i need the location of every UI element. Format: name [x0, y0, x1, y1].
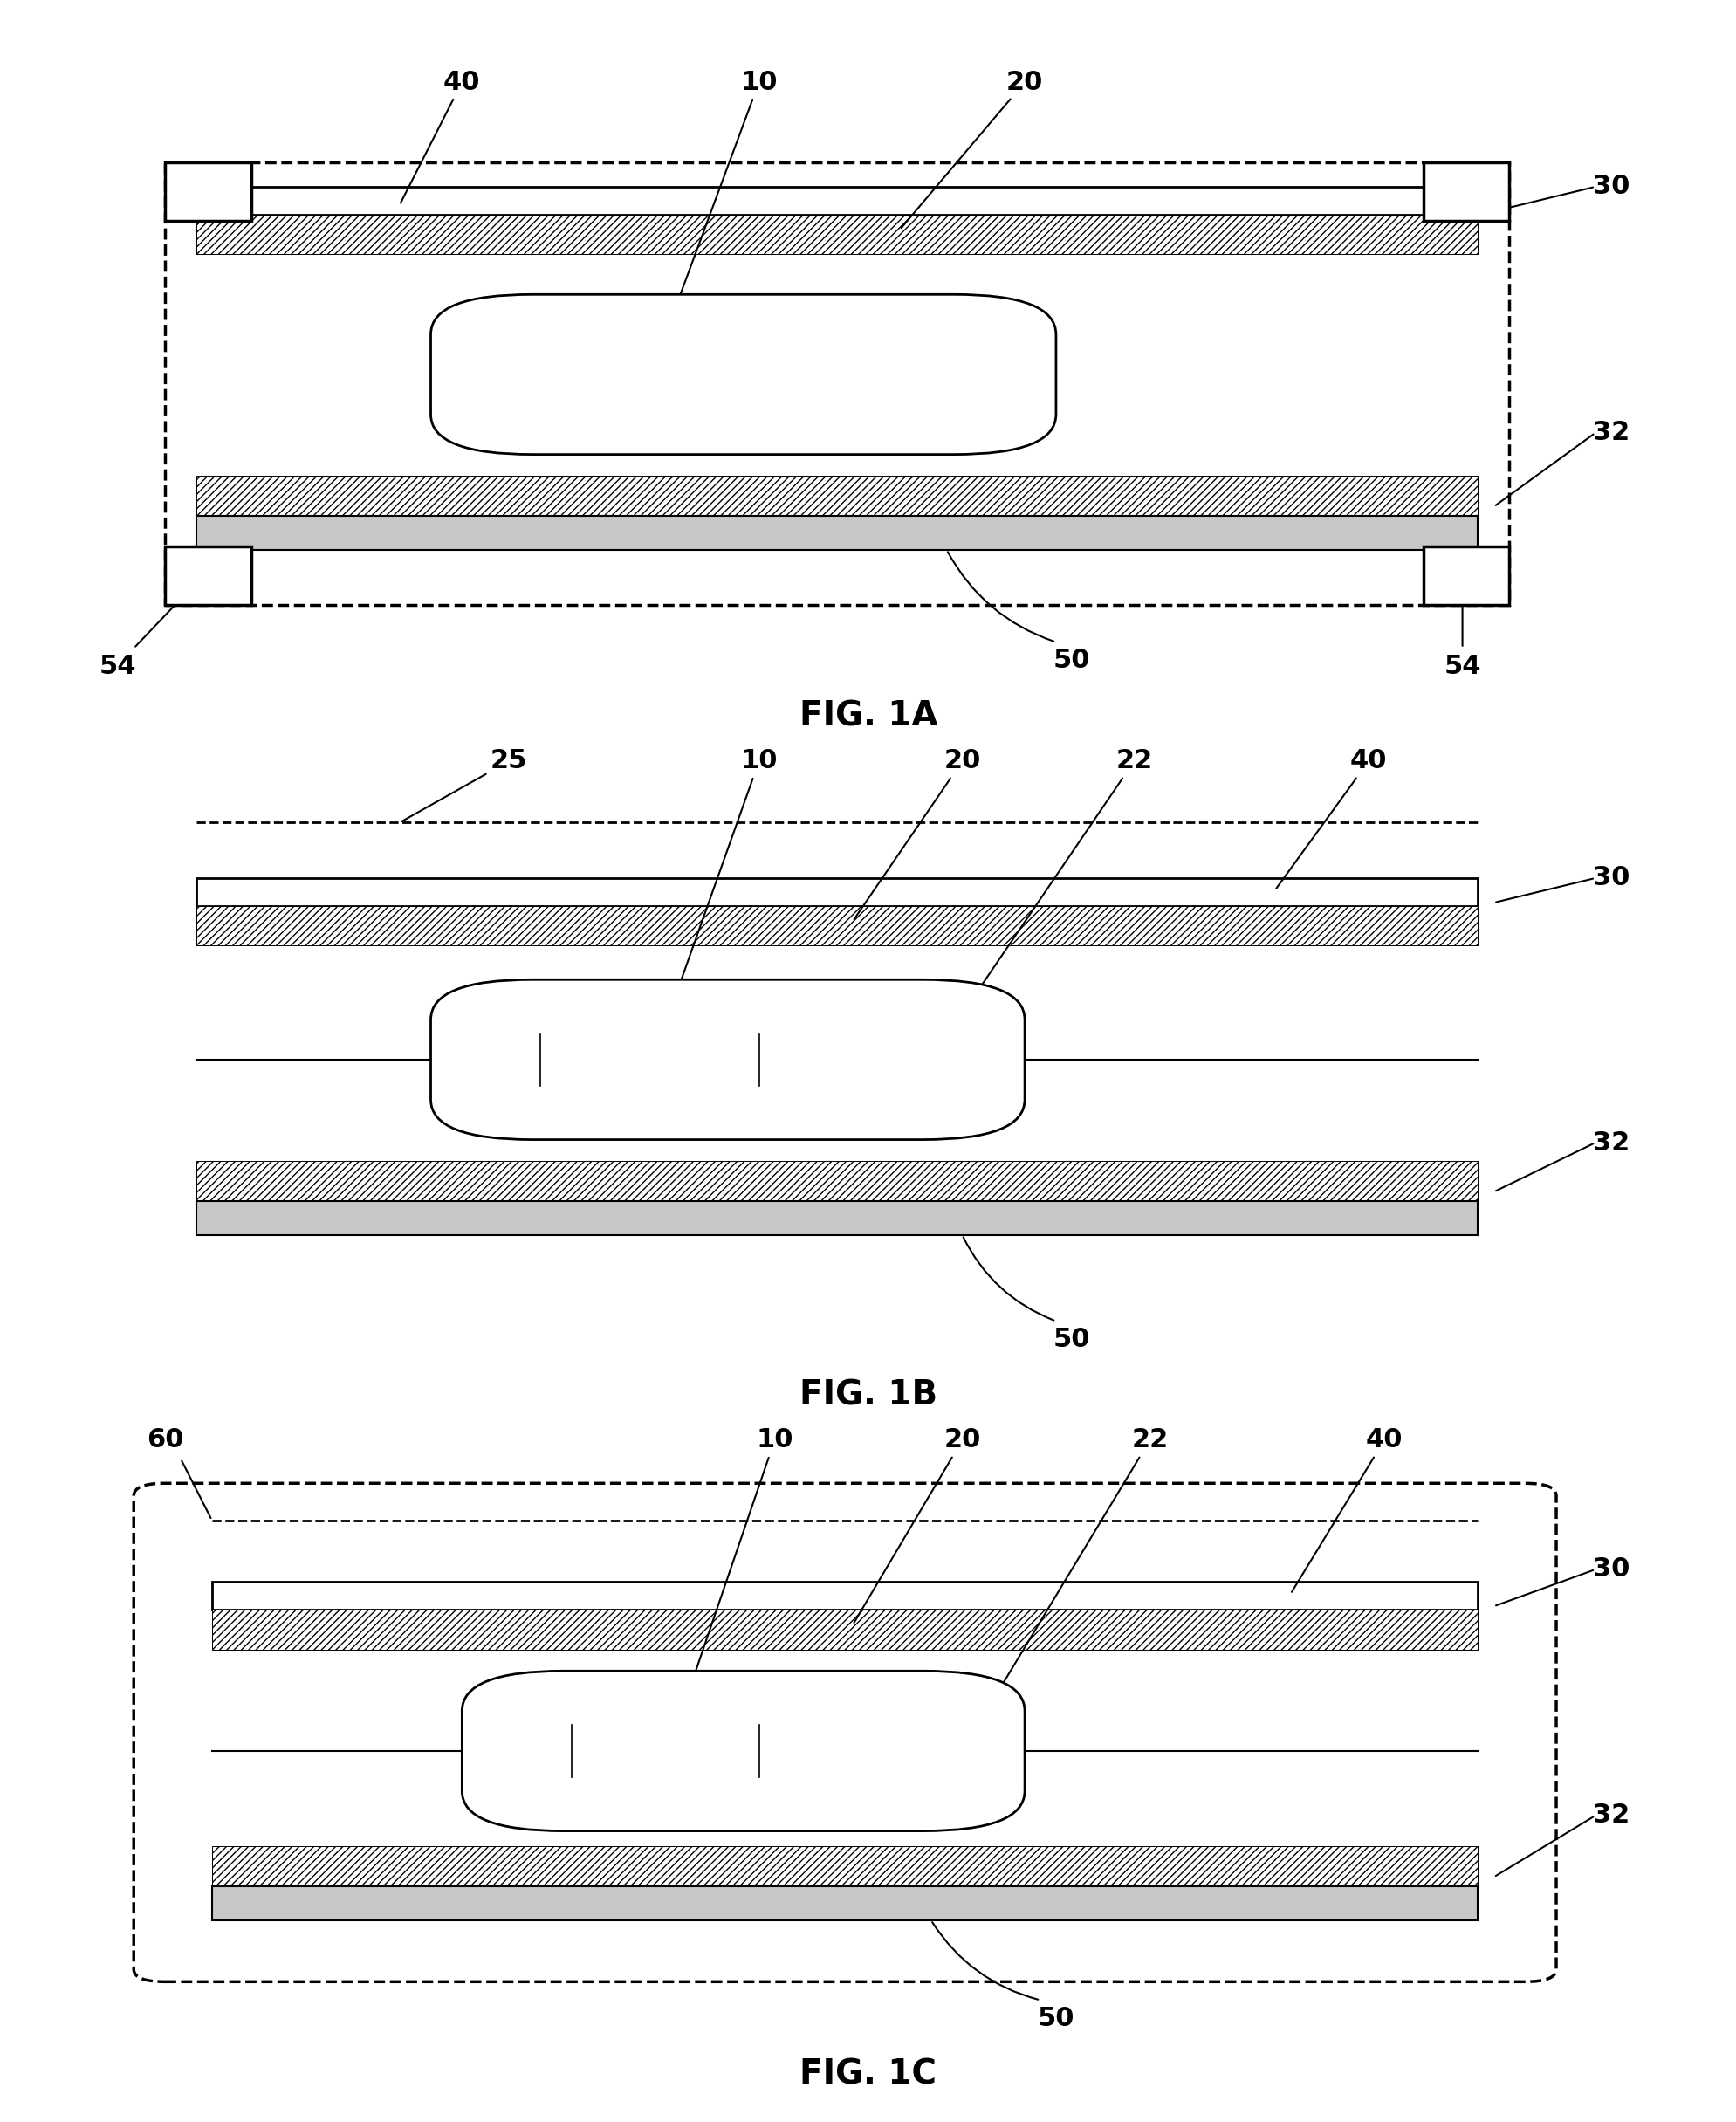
Bar	[212, 1846, 1477, 1886]
Text: 20: 20	[854, 1428, 981, 1623]
Text: 50: 50	[1036, 2005, 1075, 2031]
Bar	[196, 475, 1477, 516]
Bar	[196, 516, 1477, 550]
Text: FIG. 1A: FIG. 1A	[799, 700, 937, 732]
Text: 30: 30	[1592, 174, 1628, 199]
Text: 40: 40	[401, 70, 481, 204]
Bar	[165, 161, 1509, 605]
Text: FIG. 1B: FIG. 1B	[799, 1379, 937, 1411]
Text: 10: 10	[665, 1428, 793, 1757]
Bar	[165, 547, 252, 605]
Bar	[540, 1725, 821, 1778]
Text: 54: 54	[1443, 654, 1481, 679]
Bar	[196, 1201, 1477, 1235]
Text: 50: 50	[1052, 647, 1090, 673]
FancyBboxPatch shape	[431, 295, 1055, 454]
Bar	[165, 161, 252, 221]
Bar	[1424, 547, 1509, 605]
Text: 30: 30	[1592, 1558, 1628, 1583]
Text: 50: 50	[1052, 1326, 1090, 1352]
Bar	[212, 1581, 1477, 1608]
Text: 22: 22	[932, 749, 1153, 1057]
Text: FIG. 1C: FIG. 1C	[800, 2058, 936, 2090]
Bar	[509, 1033, 821, 1086]
Text: 30: 30	[1592, 866, 1628, 891]
Bar	[196, 214, 1477, 255]
Text: 10: 10	[649, 70, 778, 376]
Bar	[196, 906, 1477, 946]
Bar	[212, 1886, 1477, 1920]
Text: 25: 25	[401, 749, 528, 821]
Text: 60: 60	[146, 1428, 184, 1454]
Text: 32: 32	[1592, 1131, 1628, 1154]
Bar	[196, 187, 1477, 214]
Text: 32: 32	[1592, 1804, 1628, 1829]
Text: 20: 20	[854, 749, 981, 919]
Bar	[524, 350, 837, 399]
Text: 40: 40	[1276, 749, 1387, 889]
FancyBboxPatch shape	[462, 1670, 1024, 1831]
Bar	[196, 879, 1477, 906]
Bar	[212, 1608, 1477, 1649]
Text: 32: 32	[1592, 420, 1628, 446]
Text: 20: 20	[901, 70, 1043, 227]
Bar	[196, 1161, 1477, 1201]
Text: 10: 10	[649, 749, 778, 1067]
Bar	[1424, 161, 1509, 221]
Text: 40: 40	[1292, 1428, 1403, 1592]
FancyBboxPatch shape	[431, 980, 1024, 1140]
Text: 54: 54	[99, 654, 137, 679]
Text: 22: 22	[963, 1428, 1168, 1749]
